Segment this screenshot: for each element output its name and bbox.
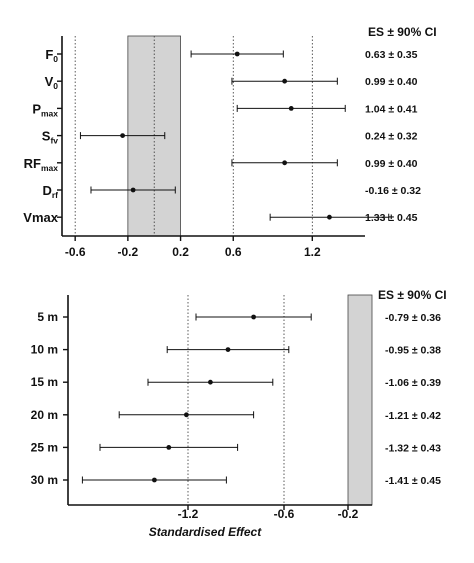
es-value-label: 0.24 ± 0.32 <box>365 131 418 143</box>
effect-point <box>225 347 231 352</box>
row-label-subscript: max <box>41 163 58 173</box>
x-tick-label: 0.6 <box>225 245 242 259</box>
x-tick-label: -0.2 <box>118 245 139 259</box>
es-value-label: -0.95 ± 0.38 <box>385 345 441 357</box>
x-tick-label: -0.6 <box>65 245 86 259</box>
es-ci-header: ES ± 90% CI <box>378 288 447 302</box>
effect-point <box>208 379 213 385</box>
es-value-label: 0.99 ± 0.40 <box>365 76 418 88</box>
row-label-base: P <box>32 101 41 116</box>
x-tick-label: -1.2 <box>178 507 199 521</box>
row-label: 20 m <box>31 408 58 422</box>
row-label-base: F <box>45 47 53 62</box>
row-label: 30 m <box>31 473 58 487</box>
row-label: 25 m <box>31 440 58 454</box>
row-label-base: D <box>42 183 51 198</box>
row-label: RFmax <box>24 156 59 173</box>
es-value-label: -1.41 ± 0.45 <box>385 475 441 487</box>
effect-point <box>166 445 172 450</box>
row-label: F0 <box>45 47 58 64</box>
effect-point <box>282 78 288 84</box>
x-axis-label: Standardised Effect <box>149 525 262 539</box>
effect-point <box>251 314 256 320</box>
row-label-base: RF <box>24 156 41 171</box>
effect-point <box>152 477 157 483</box>
row-label-subscript: max <box>41 108 58 118</box>
es-value-label: -1.32 ± 0.43 <box>385 442 441 454</box>
row-label-base: Vmax <box>23 210 58 225</box>
row-label-subscript: rf <box>52 190 58 200</box>
es-value-label: -0.16 ± 0.32 <box>365 185 421 197</box>
row-label: 10 m <box>31 343 58 357</box>
trivial-effect-band <box>347 294 373 506</box>
es-ci-header: ES ± 90% CI <box>368 25 437 39</box>
es-value-label: 0.99 ± 0.40 <box>365 158 418 170</box>
x-tick-label: -0.6 <box>274 507 295 521</box>
row-label-base: S <box>42 129 51 144</box>
x-tick-label: 1.2 <box>304 245 321 259</box>
effect-point <box>130 187 136 193</box>
row-label-subscript: 0 <box>53 54 58 64</box>
row-label-subscript: 0 <box>53 81 58 91</box>
effect-point <box>282 160 288 166</box>
row-label-subscript: fv <box>50 136 58 146</box>
es-value-label: -1.06 ± 0.39 <box>385 377 441 389</box>
effect-point <box>288 106 294 111</box>
effect-point <box>234 51 240 57</box>
es-value-label: 1.04 ± 0.41 <box>365 103 418 115</box>
effect-point <box>184 412 189 418</box>
es-value-label: 0.63 ± 0.35 <box>365 49 418 61</box>
row-label: Pmax <box>32 101 58 118</box>
row-label: 15 m <box>31 375 58 389</box>
forest-plot-bottom: -1.2 -0.6 -0.2 ES ± 90% CI Standardised Effe… <box>31 288 447 539</box>
x-tick-label: -0.2 <box>338 507 359 521</box>
effect-point <box>327 214 332 220</box>
es-value-label: -0.79 ± 0.36 <box>385 312 441 324</box>
row-label: 5 m <box>37 310 58 324</box>
x-tick-label: 0.2 <box>172 245 189 259</box>
es-value-label: 1.33 ± 0.45 <box>365 212 418 224</box>
row-label: Sfv <box>42 129 59 146</box>
effect-point <box>120 133 125 139</box>
row-label: Vmax <box>23 210 58 225</box>
row-label-base: V <box>45 74 54 89</box>
row-label: Drf <box>42 183 58 200</box>
es-value-label: -1.21 ± 0.42 <box>385 410 441 422</box>
row-label: V0 <box>45 74 59 91</box>
